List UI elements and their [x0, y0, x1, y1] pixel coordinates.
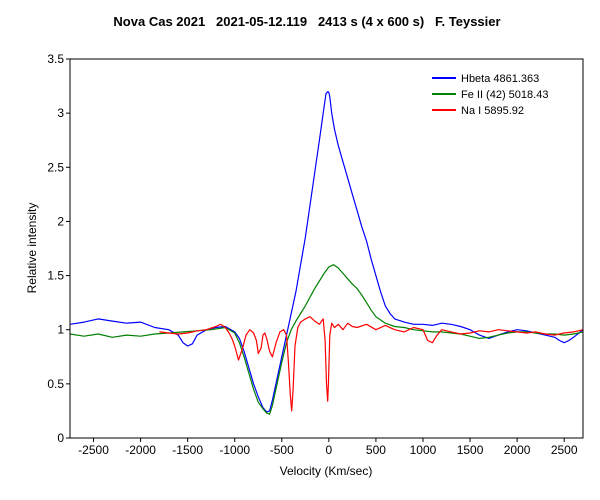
y-axis-title: Relative intensity	[25, 203, 39, 294]
legend: Hbeta 4861.363 Fe II (42) 5018.43 Na I 589…	[432, 73, 548, 117]
x-tick-label: -500	[270, 443, 294, 457]
x-tick-label: 0	[326, 443, 333, 457]
x-tick-label: 1000	[410, 443, 437, 457]
legend-label-2: Na I 5895.92	[461, 105, 524, 117]
series-line-2	[159, 316, 583, 412]
y-tick-label: 1	[57, 323, 64, 337]
x-tick-label: 500	[366, 443, 386, 457]
y-tick-label: 3.5	[47, 52, 64, 66]
x-tick-label: -1500	[172, 443, 203, 457]
x-tick-label: 1500	[457, 443, 484, 457]
y-tick-label: 2	[57, 214, 64, 228]
y-tick-label: 1.5	[47, 269, 64, 283]
x-tick-label: -1000	[219, 443, 250, 457]
y-tick-label: 0.5	[47, 377, 64, 391]
y-tick-label: 0	[57, 431, 64, 445]
legend-label-0: Hbeta 4861.363	[461, 73, 539, 85]
legend-label-1: Fe II (42) 5018.43	[461, 89, 548, 101]
x-tick-label: 2500	[551, 443, 578, 457]
y-tick-label: 3	[57, 106, 64, 120]
plot-frame	[69, 58, 584, 439]
y-tick-label: 2.5	[47, 160, 64, 174]
x-tick-label: -2500	[78, 443, 109, 457]
series-line-1	[70, 264, 583, 415]
chart-title: Nova Cas 2021 2021-05-12.119 2413 s (4 x…	[113, 14, 500, 29]
x-tick-label: -2000	[125, 443, 156, 457]
x-axis-title: Velocity (Km/sec)	[280, 464, 373, 478]
x-tick-label: 2000	[504, 443, 531, 457]
